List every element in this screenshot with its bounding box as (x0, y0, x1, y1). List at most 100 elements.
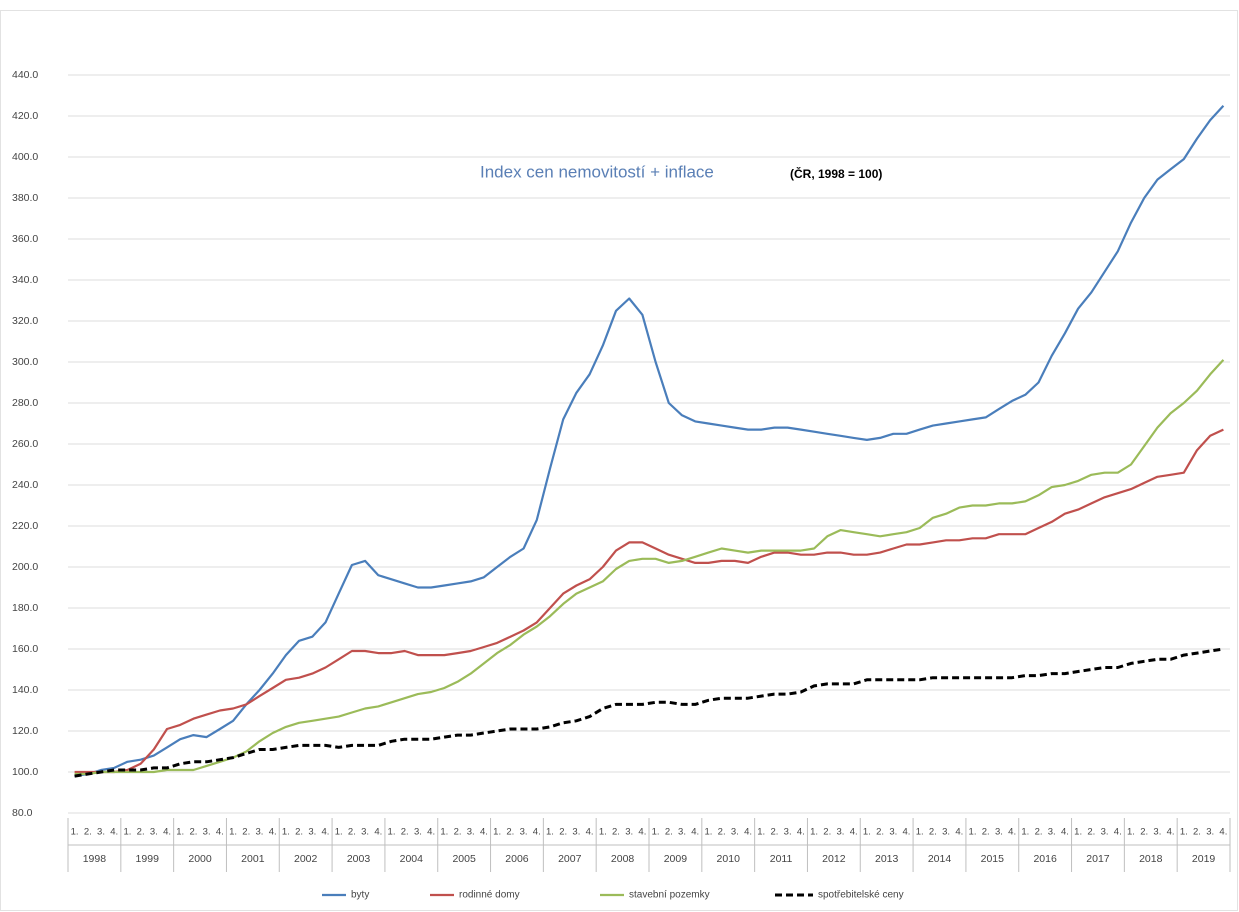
y-tick-label: 420.0 (12, 110, 38, 122)
x-tick-label: 1. (1180, 827, 1188, 838)
x-tick-label: 3. (836, 827, 844, 838)
x-tick-label: 1. (335, 827, 343, 838)
x-tick-label: 4. (638, 827, 646, 838)
x-tick-label: 2. (84, 827, 92, 838)
x-tick-label: 4. (427, 827, 435, 838)
y-tick-label: 160.0 (12, 643, 38, 655)
x-tick-label: 2. (982, 827, 990, 838)
x-tick-label: 4. (744, 827, 752, 838)
x-tick-label: 4. (955, 827, 963, 838)
year-label: 2016 (1033, 853, 1057, 865)
y-tick-label: 300.0 (12, 356, 38, 368)
x-tick-label: 3. (784, 827, 792, 838)
x-tick-label: 1. (282, 827, 290, 838)
x-tick-label: 1. (388, 827, 396, 838)
x-tick-label: 3. (255, 827, 263, 838)
year-label: 2010 (717, 853, 741, 865)
x-tick-label: 2. (718, 827, 726, 838)
x-tick-label: 4. (903, 827, 911, 838)
x-tick-label: 2. (559, 827, 567, 838)
chart-title: Index cen nemovitostí + inflace (480, 162, 714, 181)
year-label: 2017 (1086, 853, 1110, 865)
x-tick-label: 4. (322, 827, 330, 838)
x-tick-label: 3. (308, 827, 316, 838)
x-tick-label: 3. (942, 827, 950, 838)
y-tick-label: 100.0 (12, 766, 38, 778)
x-tick-label: 1. (599, 827, 607, 838)
y-tick-label: 120.0 (12, 725, 38, 737)
x-tick-label: 4. (1061, 827, 1069, 838)
x-tick-label: 2. (242, 827, 250, 838)
x-tick-label: 3. (203, 827, 211, 838)
y-tick-label: 240.0 (12, 479, 38, 491)
y-tick-label: 180.0 (12, 602, 38, 614)
y-tick-label: 220.0 (12, 520, 38, 532)
x-tick-label: 3. (889, 827, 897, 838)
x-tick-label: 4. (691, 827, 699, 838)
legend-label: stavební pozemky (629, 890, 710, 901)
y-tick-label: 260.0 (12, 438, 38, 450)
y-tick-label: 140.0 (12, 684, 38, 696)
x-tick-label: 2. (348, 827, 356, 838)
x-tick-label: 1. (916, 827, 924, 838)
x-tick-label: 1. (71, 827, 79, 838)
x-tick-label: 1. (493, 827, 501, 838)
x-tick-label: 3. (520, 827, 528, 838)
y-tick-label: 380.0 (12, 192, 38, 204)
x-tick-label: 1. (652, 827, 660, 838)
x-tick-label: 4. (110, 827, 118, 838)
x-tick-label: 4. (1008, 827, 1016, 838)
x-tick-label: 4. (850, 827, 858, 838)
x-tick-label: 4. (1114, 827, 1122, 838)
year-label: 2001 (241, 853, 265, 865)
x-tick-label: 4. (586, 827, 594, 838)
y-tick-label: 340.0 (12, 274, 38, 286)
x-tick-label: 1. (810, 827, 818, 838)
series-line (74, 105, 1225, 778)
x-tick-label: 1. (546, 827, 554, 838)
x-tick-label: 3. (625, 827, 633, 838)
y-tick-label: 280.0 (12, 397, 38, 409)
x-tick-label: 2. (665, 827, 673, 838)
x-tick-label: 1. (969, 827, 977, 838)
year-label: 2004 (400, 853, 424, 865)
year-label: 2014 (928, 853, 952, 865)
year-label: 2005 (452, 853, 476, 865)
year-label: 2018 (1139, 853, 1163, 865)
year-label: 1998 (83, 853, 107, 865)
year-label: 2015 (981, 853, 1005, 865)
y-tick-label: 440.0 (12, 69, 38, 81)
x-tick-label: 3. (678, 827, 686, 838)
y-tick-label: 400.0 (12, 151, 38, 163)
year-label: 2009 (664, 853, 688, 865)
x-tick-label: 1. (440, 827, 448, 838)
x-tick-label: 1. (176, 827, 184, 838)
x-tick-label: 4. (269, 827, 277, 838)
x-tick-label: 2. (454, 827, 462, 838)
x-tick-label: 2. (823, 827, 831, 838)
year-label: 2011 (770, 853, 793, 865)
x-tick-label: 2. (401, 827, 409, 838)
x-tick-label: 2. (929, 827, 937, 838)
legend-label: byty (351, 890, 369, 901)
x-tick-label: 3. (361, 827, 369, 838)
year-label: 2002 (294, 853, 318, 865)
x-tick-label: 1. (1074, 827, 1082, 838)
x-tick-label: 1. (229, 827, 237, 838)
x-tick-label: 4. (216, 827, 224, 838)
chart-subtitle: (ČR, 1998 = 100) (790, 166, 882, 181)
legend-label: rodinné domy (459, 890, 520, 901)
x-tick-label: 1. (757, 827, 765, 838)
year-label: 2007 (558, 853, 582, 865)
series-line (74, 647, 1224, 778)
y-tick-label: 200.0 (12, 561, 38, 573)
year-label: 2019 (1192, 853, 1216, 865)
year-label: 2003 (347, 853, 371, 865)
x-tick-label: 4. (1167, 827, 1175, 838)
x-tick-label: 4. (533, 827, 541, 838)
x-tick-label: 2. (770, 827, 778, 838)
x-tick-label: 4. (374, 827, 382, 838)
x-tick-label: 3. (467, 827, 475, 838)
legend-label: spotřebitelské ceny (818, 890, 904, 901)
x-tick-label: 2. (137, 827, 145, 838)
